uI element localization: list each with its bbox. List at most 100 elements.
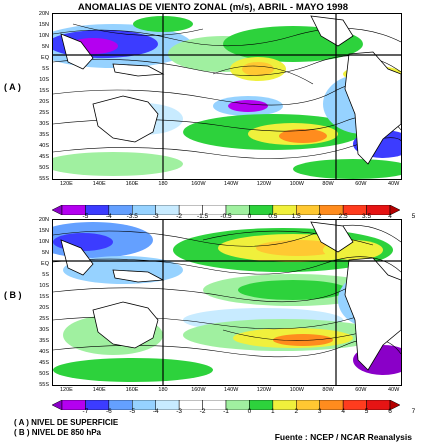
panel-b-colorbar-tick: -7 xyxy=(82,408,89,415)
panel-b-lat-label: 20S xyxy=(39,305,49,311)
source-credit: Fuente : NCEP / NCAR Reanalysis xyxy=(274,432,412,442)
panel-b-colorbar-tick: 4 xyxy=(341,408,345,415)
panel-a-colorbar-tick: -2 xyxy=(176,213,183,220)
panel-a-lat-label: 55S xyxy=(39,176,49,182)
panel-a-lat-label: 15S xyxy=(39,88,49,94)
panel-a-lon-label: 140E xyxy=(92,181,106,187)
panel-a-label: ( A ) xyxy=(4,82,21,92)
panel-b-lat-label: 10S xyxy=(39,283,49,289)
panel-b-grid-lines xyxy=(53,220,401,385)
panel-a-colorbar-tick: 4 xyxy=(388,213,392,220)
panel-b-colorbar-tick: 6 xyxy=(388,408,392,415)
panel-a-colorbar-tick: -0.5 xyxy=(220,213,232,220)
panel-b-colorbar-tick: -1 xyxy=(223,408,229,415)
panel-b-lat-label: 20N xyxy=(38,217,49,223)
panel-a-coastlines xyxy=(60,15,401,165)
panel-b-lat-label: 10N xyxy=(38,239,49,245)
panel-a-lat-label: 5S xyxy=(42,66,49,72)
panel-a-colorbar-tick: -1.5 xyxy=(196,213,209,220)
panel-a-colorbar-segment xyxy=(389,204,401,216)
panel-b-lat-label: 30S xyxy=(39,327,49,333)
panel-b-lat-label: 45S xyxy=(39,360,49,366)
panel-b-lat-axis: 20N 15N 10N 5N EQ 5S 10S 15S 20S 25S 30S 35S 40S 45S 5… xyxy=(27,217,51,388)
panel-b-label: ( B ) xyxy=(4,290,22,300)
panel-a-colorbar-tick: 3.5 xyxy=(362,213,372,220)
panel-b-colorbar xyxy=(51,397,401,411)
panel-b-lon-label: 160E xyxy=(125,387,139,393)
panel-a-lat-label: 5N xyxy=(41,44,49,50)
panel-b-lat-label: 40S xyxy=(39,349,49,355)
panel-a-lat-label: 25S xyxy=(39,110,49,116)
panel-a-lat-axis: 20N 15N 10N 5N EQ 5S 10S 15S 20S 25S 30S 35S 40S 45S 5… xyxy=(27,11,51,182)
panel-a-lat-label: 50S xyxy=(39,165,49,171)
panel-b-lon-label: 160W xyxy=(191,387,206,393)
panel-a-lat-label: 10N xyxy=(38,33,49,39)
panel-b-colorbar-tick: -3 xyxy=(176,408,183,415)
panel-b-colorbar-tick: 1 xyxy=(271,408,275,415)
panel-a-colorbar xyxy=(51,202,401,216)
panel-a-lon-label: 60W xyxy=(355,181,367,187)
panel-b-lat-label: 25S xyxy=(39,316,49,322)
panel-a-colorbar-tick: 0.5 xyxy=(268,213,278,220)
panel-a-lon-axis: 120E 140E 160E 180 160W 140W 120W 100W 80W 60W 40W xyxy=(52,181,402,189)
panel-b-lon-label: 60W xyxy=(355,387,367,393)
panel-b-colorbar-tick: 5 xyxy=(364,408,369,415)
panel-a-lon-label: 180 xyxy=(158,181,168,187)
panel-a-colorbar-tick: 2 xyxy=(317,213,322,220)
panel-a-lon-label: 80W xyxy=(322,181,334,187)
panel-a-lat-label: 15N xyxy=(38,22,49,28)
panel-b-lat-label: 15S xyxy=(39,294,49,300)
panel-a-lat-label: EQ xyxy=(41,55,49,61)
panel-b-colorbar-labels: -7 -6 -5 -4 -3 -2 -1 0 1 2 3 4 5 6 7 xyxy=(52,408,416,416)
panel-b-lon-label: 120W xyxy=(256,387,272,393)
panel-b-lon-label: 40W xyxy=(388,387,400,393)
panel-a-lon-label: 160E xyxy=(125,181,139,187)
panel-b-lat-label: 35S xyxy=(39,338,49,344)
legend-line-a: ( A ) NIVEL DE SUPERFICIE xyxy=(14,418,119,427)
panel-b-field xyxy=(53,220,401,385)
panel-a-anomaly-shading xyxy=(53,16,401,179)
panel-b-lat-label: 15N xyxy=(38,228,49,234)
panel-a-lat-label: 40S xyxy=(39,143,49,149)
panel-b-coastlines xyxy=(60,221,401,371)
panel-a-lat-label: 10S xyxy=(39,77,49,83)
panel-b-lon-label: 140E xyxy=(92,387,106,393)
panel-a-lat-label: 45S xyxy=(39,154,49,160)
panel-a-colorbar-tick: 5 xyxy=(411,213,416,220)
panel-b-lon-label: 140W xyxy=(224,387,239,393)
panel-b-colorbar-tick: 3 xyxy=(317,408,322,415)
legend-line-b: ( B ) NIVEL DE 850 hPa xyxy=(14,428,101,437)
panel-a-grid-lines xyxy=(53,14,401,179)
panel-b-colorbar-tick: -2 xyxy=(199,408,206,415)
panel-b-lon-label: 80W xyxy=(322,387,334,393)
panel-a-lon-label: 120W xyxy=(256,181,272,187)
panel-a-lat-label: 30S xyxy=(39,121,49,127)
panel-a-colorbar-tick: -3 xyxy=(152,213,159,220)
panel-a-lat-label: 20S xyxy=(39,99,49,105)
panel-a-colorbar-tick: 1.5 xyxy=(291,213,301,220)
panel-b-colorbar-tick: -6 xyxy=(105,408,112,415)
panel-a-lat-label: 20N xyxy=(38,11,49,17)
panel-b-lon-label: 100W xyxy=(289,387,304,393)
panel-a-field xyxy=(53,14,401,179)
legend: ( A ) NIVEL DE SUPERFICIE ( B ) NIVEL DE… xyxy=(14,418,118,438)
panel-a-lon-label: 100W xyxy=(289,181,304,187)
figure-title: ANOMALIAS DE VIENTO ZONAL (m/s), ABRIL -… xyxy=(77,2,349,13)
panel-b-colorbar-tick: -5 xyxy=(129,408,136,415)
panel-a-colorbar-tick: -4 xyxy=(105,213,112,220)
panel-a-lon-label: 160W xyxy=(191,181,206,187)
panel-b-lat-label: 55S xyxy=(39,382,49,388)
panel-a-colorbar-tick: 2.5 xyxy=(338,213,348,220)
panel-b-lon-label: 180 xyxy=(158,387,168,393)
panel-b-lat-label: 5N xyxy=(41,250,49,256)
panel-a-lat-label: 35S xyxy=(39,132,49,138)
panel-a-map xyxy=(52,13,402,180)
panel-a-colorbar-tick: -3.5 xyxy=(126,213,138,220)
panel-b-lon-label: 120E xyxy=(60,387,73,393)
panel-b-colorbar-tick: 0 xyxy=(247,408,252,415)
panel-b-lon-axis: 120E 140E 160E 180 160W 140W 120W 100W 80W 60W 40W xyxy=(52,387,402,395)
panel-b-map xyxy=(52,219,402,386)
panel-a-colorbar-tick: -5 xyxy=(82,213,89,220)
panel-a-lon-label: 140W xyxy=(224,181,239,187)
panel-b-colorbar-segment xyxy=(389,399,401,411)
